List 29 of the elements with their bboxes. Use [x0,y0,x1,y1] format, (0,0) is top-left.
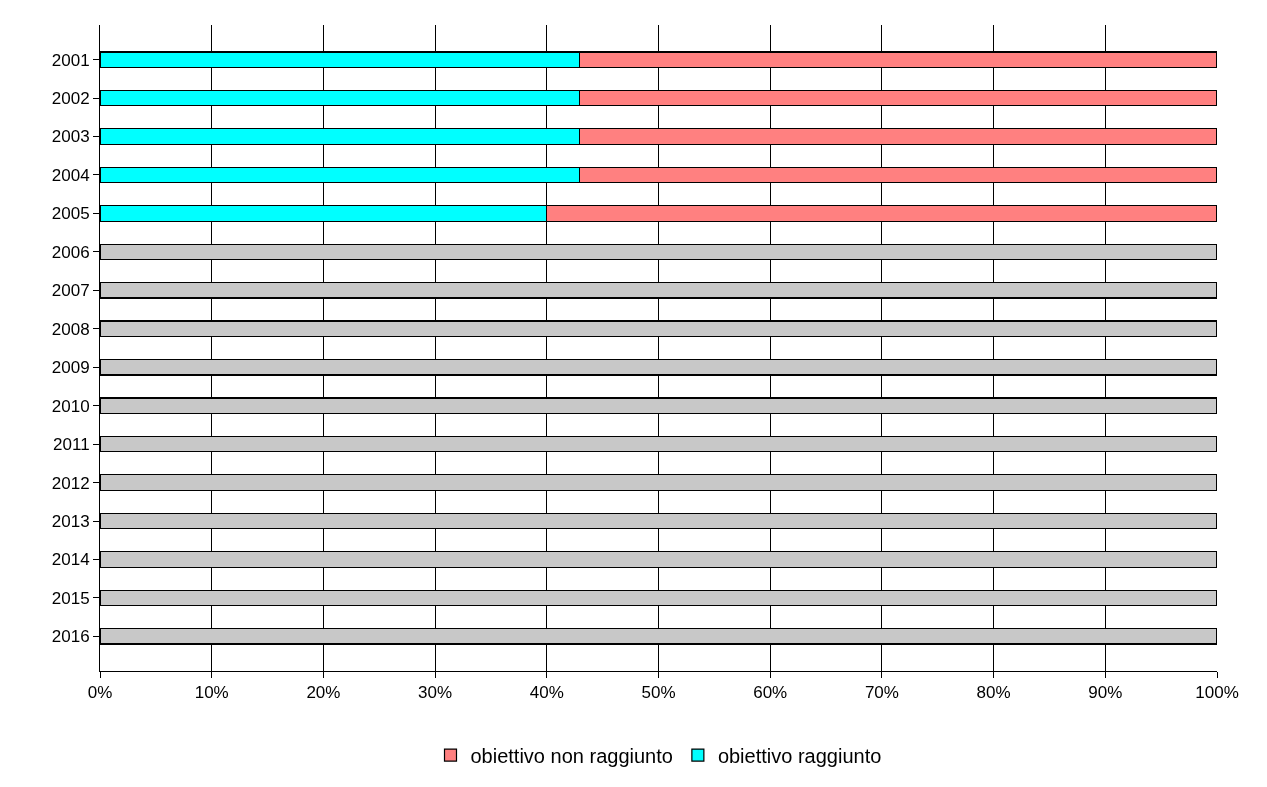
y-tick-label: 2012 [51,473,90,493]
y-tick-label: 2005 [51,204,90,224]
y-tick-label: 2007 [51,281,90,301]
x-tick-label: 10% [194,683,229,703]
x-tick-label: 80% [976,683,1011,703]
y-tick-label: 2002 [51,89,90,109]
x-tick-label: 30% [418,683,453,703]
x-tick-label: 90% [1088,683,1123,703]
y-tick-label: 2003 [51,127,90,147]
x-tick-label: 100% [1195,683,1239,703]
x-tick-label: 70% [864,683,899,703]
x-tick-label: 40% [529,683,564,703]
x-tick-label: 60% [753,683,788,703]
x-tick-label: 20% [306,683,341,703]
y-tick-label: 2006 [51,242,90,262]
y-tick-label: 2008 [51,319,90,339]
y-tick-label: 2009 [51,358,90,378]
y-tick-label: 2010 [51,396,90,416]
y-tick-label: 2014 [51,550,90,570]
x-tick-label: 50% [641,683,676,703]
x-tick-label: 0% [87,683,113,703]
y-tick-label: 2004 [51,165,90,185]
y-tick-label: 2016 [51,627,90,647]
y-tick-label: 2001 [51,50,90,70]
legend-label: obiettivo non raggiunto [470,744,673,767]
legend-label: obiettivo raggiunto [717,744,882,767]
y-tick-label: 2015 [51,588,90,608]
y-tick-label: 2013 [51,511,90,531]
y-tick-label: 2011 [53,435,90,455]
